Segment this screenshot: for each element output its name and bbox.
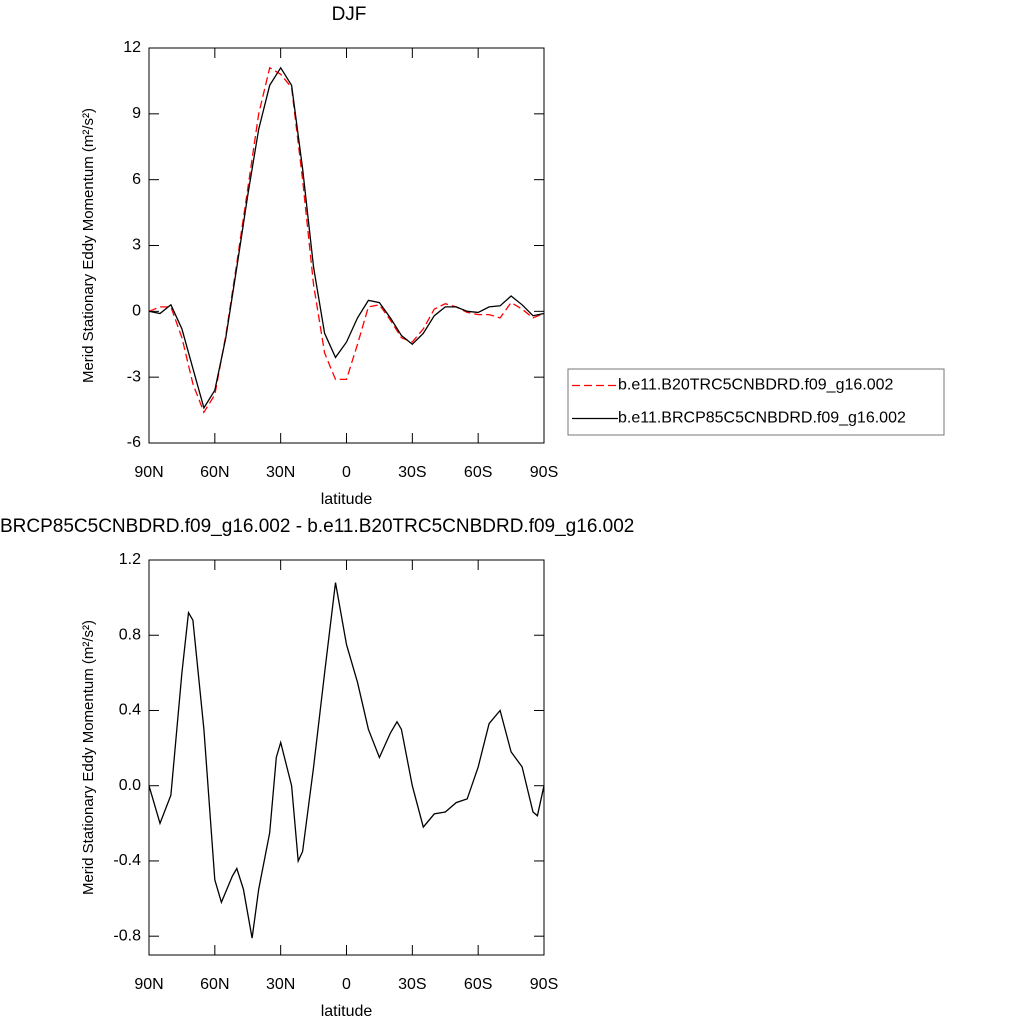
- chart-title: BRCP85C5CNBDRD.f09_g16.002 - b.e11.B20TR…: [0, 516, 634, 537]
- plot-frame: [148, 47, 545, 444]
- x-tick-label: 60N: [200, 976, 229, 993]
- legend-box: [567, 368, 945, 436]
- y-tick-label: 0.8: [119, 626, 141, 643]
- chart-title: DJF: [332, 4, 367, 25]
- y-tick-label: -3: [127, 368, 141, 385]
- x-tick-label: 30S: [398, 976, 426, 993]
- x-axis-label: latitude: [321, 491, 373, 508]
- x-tick-label: 90N: [134, 976, 163, 993]
- y-tick-label: -0.8: [113, 927, 141, 944]
- y-tick-label: 1.2: [119, 551, 141, 568]
- x-tick-label: 90N: [134, 464, 163, 481]
- y-tick-label: -0.4: [113, 852, 141, 869]
- legend-label: b.e11.BRCP85C5CNBDRD.f09_g16.002: [618, 410, 906, 427]
- y-tick-label: 0: [132, 303, 141, 320]
- series-line: [148, 582, 545, 939]
- x-tick-label: 60S: [464, 976, 492, 993]
- y-tick-label: 6: [132, 171, 141, 188]
- y-tick-label: 3: [132, 237, 141, 254]
- x-axis-label: latitude: [321, 1003, 373, 1020]
- y-tick-label: 9: [132, 105, 141, 122]
- y-tick-label: -6: [127, 434, 141, 451]
- series-line: [148, 66, 545, 410]
- y-axis-label: Merid Stationary Eddy Momentum (m²/s²): [80, 108, 97, 383]
- series-line: [148, 66, 545, 414]
- y-axis-label: Merid Stationary Eddy Momentum (m²/s²): [80, 620, 97, 895]
- x-tick-label: 0: [342, 464, 351, 481]
- x-tick-label: 60N: [200, 464, 229, 481]
- plot-frame: [148, 559, 545, 956]
- y-tick-label: 0.0: [119, 777, 141, 794]
- x-tick-label: 30N: [266, 464, 295, 481]
- x-tick-label: 0: [342, 976, 351, 993]
- x-tick-label: 30S: [398, 464, 426, 481]
- x-tick-label: 30N: [266, 976, 295, 993]
- y-tick-label: 12: [123, 39, 141, 56]
- x-tick-label: 90S: [530, 976, 558, 993]
- y-tick-label: 0.4: [119, 702, 141, 719]
- x-tick-label: 90S: [530, 464, 558, 481]
- legend-label: b.e11.B20TRC5CNBDRD.f09_g16.002: [618, 377, 894, 394]
- x-tick-label: 60S: [464, 464, 492, 481]
